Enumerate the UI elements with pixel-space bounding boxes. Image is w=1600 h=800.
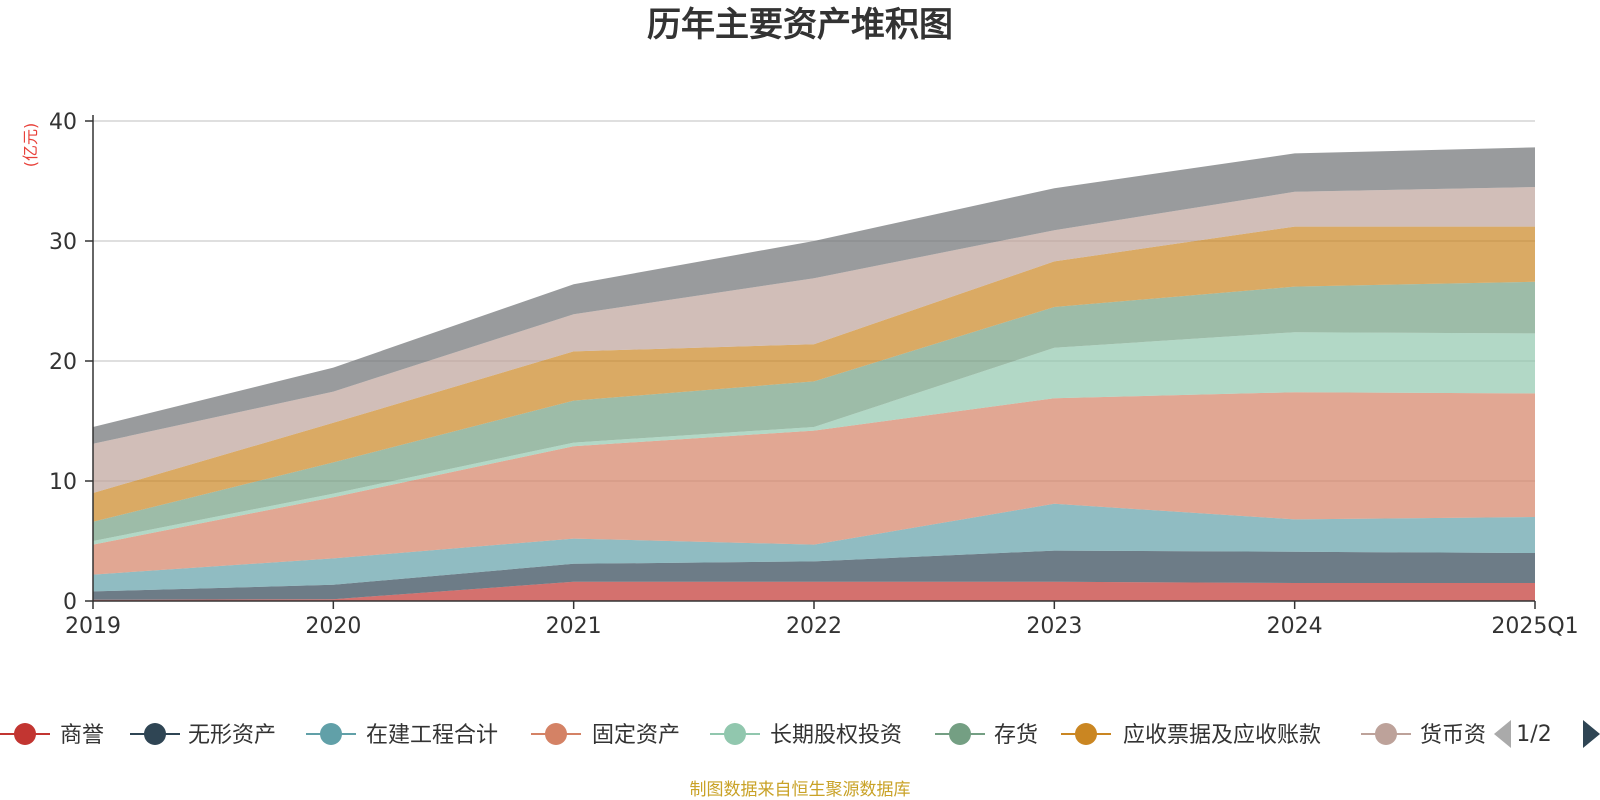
x-tick-label: 2020 <box>305 614 361 639</box>
axes: 0 10 20 30 40 2019 2020 2021 2022 2023 2024 2025Q1 <box>49 110 1579 639</box>
legend-item[interactable]: 固定资产 <box>531 723 680 748</box>
y-tick-label: 30 <box>49 230 77 255</box>
legend-label: 固定资产 <box>592 723 680 748</box>
x-tick-label: 2024 <box>1267 614 1323 639</box>
legend-page-indicator: 1/2 <box>1516 722 1551 747</box>
x-tick-label: 2021 <box>546 614 602 639</box>
legend-label: 存货 <box>994 723 1038 748</box>
legend-label: 商誉 <box>60 723 104 748</box>
legend-marker-icon <box>1075 723 1097 745</box>
x-tick-label: 2025Q1 <box>1491 614 1578 639</box>
area-series-6 <box>93 226 1535 522</box>
area-series-8 <box>93 147 1535 444</box>
legend-marker-icon <box>724 723 746 745</box>
legend-item[interactable]: 存货 <box>935 723 1038 748</box>
legend-item[interactable]: 长期股权投资 <box>710 723 902 748</box>
legend: 商誉 无形资产 在建工程合计 固定资产 长期股权投资 存货 应收票据及应收账款 货币资 <box>0 723 1486 748</box>
legend-label: 无形资产 <box>188 723 276 748</box>
area-series-5 <box>93 281 1535 541</box>
legend-label: 在建工程合计 <box>366 723 498 748</box>
area-series-0 <box>93 581 1535 601</box>
y-tick-label: 10 <box>49 470 77 495</box>
area-series-4 <box>93 332 1535 545</box>
x-tick-label: 2022 <box>786 614 842 639</box>
source-note: 制图数据来自恒生聚源数据库 <box>690 780 911 800</box>
legend-label: 货币资 <box>1420 723 1486 748</box>
x-tick-label: 2019 <box>65 614 121 639</box>
area-series-7 <box>93 187 1535 493</box>
y-tick-label: 40 <box>49 110 77 135</box>
legend-marker-icon <box>545 723 567 745</box>
area-series-1 <box>93 550 1535 600</box>
y-axis-unit: (亿元) <box>21 123 40 168</box>
legend-item[interactable]: 商誉 <box>0 723 104 748</box>
legend-item[interactable]: 无形资产 <box>130 723 276 748</box>
x-tick-label: 2023 <box>1026 614 1082 639</box>
y-tick-label: 0 <box>63 590 77 615</box>
legend-label: 应收票据及应收账款 <box>1123 723 1321 748</box>
legend-item[interactable]: 应收票据及应收账款 <box>1061 723 1321 748</box>
y-tick-label: 20 <box>49 350 77 375</box>
area-series <box>93 147 1535 601</box>
legend-prev-icon[interactable] <box>1494 720 1511 748</box>
legend-item[interactable]: 在建工程合计 <box>306 723 498 748</box>
chart-title: 历年主要资产堆积图 <box>647 5 953 45</box>
legend-marker-icon <box>320 723 342 745</box>
legend-item[interactable]: 货币资 <box>1361 723 1486 748</box>
area-series-3 <box>93 392 1535 575</box>
legend-marker-icon <box>14 723 36 745</box>
legend-label: 长期股权投资 <box>770 723 902 748</box>
legend-pager: 1/2 <box>1494 720 1600 748</box>
area-series-2 <box>93 503 1535 592</box>
legend-marker-icon <box>949 723 971 745</box>
legend-next-icon[interactable] <box>1583 720 1600 748</box>
legend-marker-icon <box>1375 723 1397 745</box>
legend-marker-icon <box>144 723 166 745</box>
